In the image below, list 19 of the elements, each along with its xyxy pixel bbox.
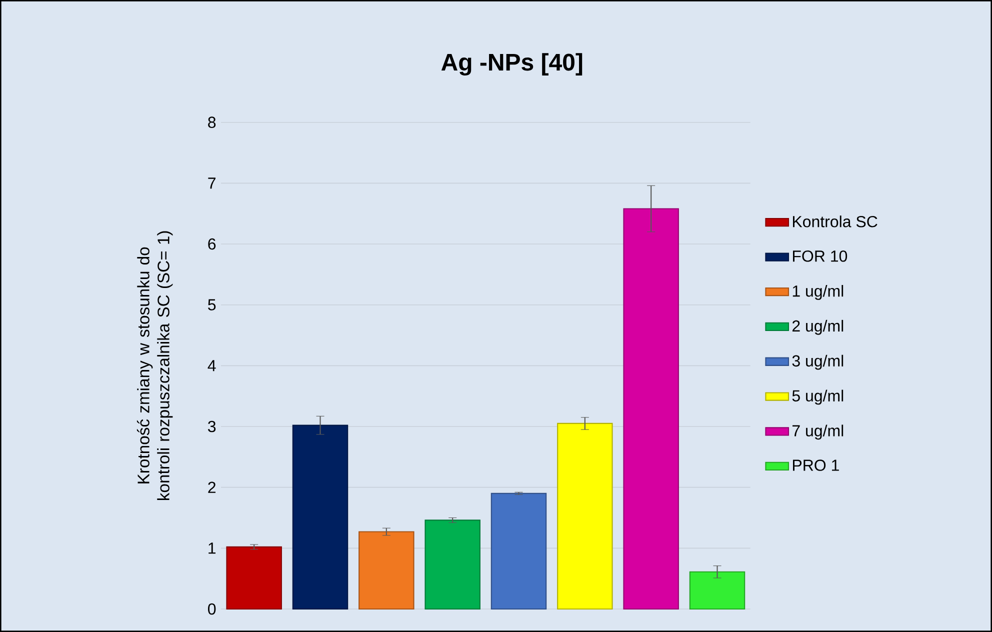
legend-label: 2 ug/ml xyxy=(792,320,844,335)
legend-label: PRO 1 xyxy=(793,460,839,471)
legend-label: 5 ug/ml xyxy=(792,390,844,405)
legend-label: 7 ug/ml xyxy=(792,424,844,440)
y-tick-label: 0 xyxy=(208,603,216,615)
y-tick-label: 5 xyxy=(208,299,216,310)
legend-label: FOR 10 xyxy=(793,250,848,262)
y-axis-title: Krotność zmiany w stosunku do kontroli rozpuszczalnika SC (SC= 1) xyxy=(136,231,173,500)
y-tick-label: 3 xyxy=(208,420,216,432)
legend-label: Kontrola SC xyxy=(793,216,878,228)
y-tick-label: 8 xyxy=(208,116,216,128)
chart-title: Ag -NPs [40] xyxy=(441,53,582,76)
y-tick-label: 7 xyxy=(208,178,216,189)
legend-label: 1 ug/ml xyxy=(792,284,844,300)
y-tick-label: 1 xyxy=(208,542,216,554)
y-tick-label: 6 xyxy=(208,238,216,250)
legend-label: 3 ug/ml xyxy=(792,354,844,370)
y-tick-label: 2 xyxy=(208,482,216,493)
y-tick-label: 4 xyxy=(208,360,216,372)
